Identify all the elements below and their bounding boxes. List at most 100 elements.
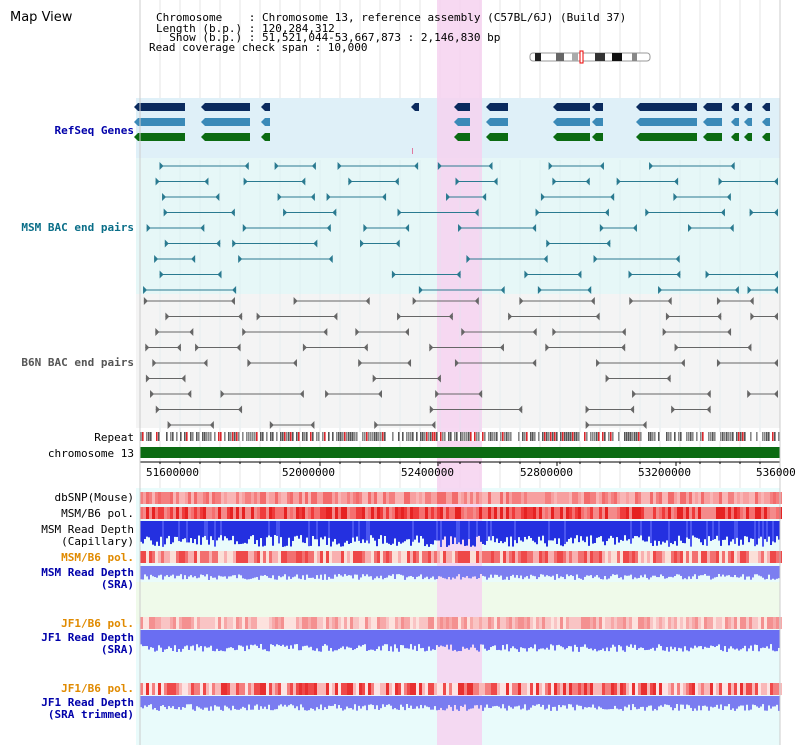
depth-bar bbox=[312, 696, 314, 709]
b6n-bac-track[interactable] bbox=[143, 297, 778, 429]
bac-end-marker bbox=[155, 405, 160, 414]
heat-cell bbox=[737, 492, 740, 504]
gene-block bbox=[458, 103, 470, 111]
repeat-element bbox=[630, 432, 632, 441]
repeat-element bbox=[640, 432, 642, 441]
depth-bar bbox=[358, 630, 360, 646]
bac-end-marker bbox=[717, 312, 722, 321]
repeat-element bbox=[768, 432, 770, 441]
repeat-track[interactable] bbox=[140, 432, 780, 441]
depth-bar bbox=[632, 521, 634, 539]
msm-bac-label[interactable]: MSM BAC end pairs bbox=[21, 221, 134, 234]
heat-cell bbox=[692, 617, 695, 629]
heat-cell bbox=[278, 492, 281, 504]
depth-bar bbox=[512, 521, 514, 547]
chromosome-ideogram[interactable] bbox=[529, 50, 651, 64]
heat-cell bbox=[542, 683, 545, 695]
depth-bar bbox=[580, 630, 582, 647]
msm-b6-pol-label-2[interactable]: MSM/B6 pol. bbox=[61, 551, 134, 564]
heat-cell bbox=[254, 617, 257, 629]
depth-bar bbox=[458, 696, 460, 711]
depth-bar bbox=[492, 696, 494, 707]
heat-cell bbox=[587, 551, 590, 563]
depth-bar bbox=[600, 630, 602, 650]
bac-end-marker bbox=[718, 177, 723, 186]
heat-tracks[interactable] bbox=[140, 492, 782, 711]
heat-cell bbox=[737, 683, 740, 695]
repeat-element bbox=[504, 432, 506, 441]
depth-bar bbox=[586, 521, 588, 537]
depth-bar bbox=[456, 566, 458, 577]
repeat-element bbox=[304, 432, 306, 441]
heat-cell bbox=[458, 617, 461, 629]
heat-cell bbox=[614, 551, 617, 563]
heat-cell bbox=[461, 492, 464, 504]
msm-b6-pol-label[interactable]: MSM/B6 pol. bbox=[61, 507, 134, 520]
chromosome-bar[interactable] bbox=[140, 447, 780, 458]
bac-end-marker bbox=[209, 421, 214, 429]
heat-cell bbox=[431, 683, 434, 695]
bac-end-marker bbox=[429, 343, 434, 352]
depth-bar bbox=[648, 696, 650, 706]
depth-bar bbox=[184, 566, 186, 576]
depth-bar bbox=[494, 630, 496, 646]
jf1-depth-trim-label[interactable]: JF1 Read Depth bbox=[41, 696, 134, 709]
depth-bar bbox=[726, 630, 728, 652]
depth-bar bbox=[386, 630, 388, 645]
depth-bar bbox=[510, 521, 512, 537]
depth-bar bbox=[606, 630, 608, 648]
heat-cell bbox=[503, 683, 506, 695]
bac-end-marker bbox=[599, 162, 604, 170]
heat-cell bbox=[698, 551, 701, 563]
repeat-element bbox=[290, 432, 292, 441]
dbsnp-label[interactable]: dbSNP(Mouse) bbox=[54, 491, 134, 504]
refseq-genes-track[interactable] bbox=[134, 103, 770, 154]
depth-bar bbox=[584, 696, 586, 708]
repeat-element bbox=[548, 432, 550, 441]
depth-bar bbox=[316, 630, 318, 649]
heat-cell bbox=[206, 551, 209, 563]
heat-cell bbox=[641, 617, 644, 629]
heat-cell bbox=[770, 617, 773, 629]
heat-cell bbox=[284, 507, 287, 519]
bac-end-marker bbox=[203, 359, 208, 367]
depth-bar bbox=[174, 630, 176, 646]
depth-bar bbox=[746, 521, 748, 537]
depth-bar bbox=[520, 630, 522, 648]
depth-bar bbox=[462, 521, 464, 540]
heat-cell bbox=[443, 551, 446, 563]
b6n-bac-label[interactable]: B6N BAC end pairs bbox=[21, 356, 134, 369]
depth-bar bbox=[468, 696, 470, 710]
depth-bar bbox=[328, 566, 330, 577]
depth-bar bbox=[710, 630, 712, 646]
depth-bar bbox=[372, 630, 374, 650]
depth-bar bbox=[568, 630, 570, 647]
heat-cell bbox=[269, 683, 272, 695]
chromosome-info: Chromosome : Chromosome 13, reference as… bbox=[156, 11, 627, 24]
msm-depth-capillary-label[interactable]: MSM Read Depth bbox=[41, 523, 134, 536]
heat-cell bbox=[398, 551, 401, 563]
heat-cell bbox=[140, 683, 143, 695]
jf1-b6-pol-label[interactable]: JF1/B6 pol. bbox=[61, 617, 134, 630]
heat-cell bbox=[299, 507, 302, 519]
depth-bar bbox=[610, 630, 612, 648]
refseq-label[interactable]: RefSeq Genes bbox=[54, 124, 134, 137]
heat-cell bbox=[575, 683, 578, 695]
depth-bar bbox=[236, 566, 238, 579]
msm-depth-sra-label[interactable]: MSM Read Depth bbox=[41, 566, 134, 579]
jf1-b6-pol-label-2[interactable]: JF1/B6 pol. bbox=[61, 682, 134, 695]
depth-bar bbox=[644, 630, 646, 651]
heat-cell bbox=[341, 551, 344, 563]
depth-bar bbox=[680, 521, 682, 541]
bac-end-marker bbox=[159, 162, 164, 170]
depth-bar bbox=[528, 630, 530, 649]
msm-bac-track[interactable] bbox=[143, 162, 778, 294]
heat-cell bbox=[566, 617, 569, 629]
jf1-depth-sra-label[interactable]: JF1 Read Depth bbox=[41, 631, 134, 644]
heat-cell bbox=[161, 551, 164, 563]
heat-cell bbox=[749, 492, 752, 504]
depth-bar bbox=[442, 696, 444, 711]
bac-end-marker bbox=[546, 239, 551, 248]
depth-bar bbox=[188, 566, 190, 577]
heat-cell bbox=[659, 551, 662, 563]
